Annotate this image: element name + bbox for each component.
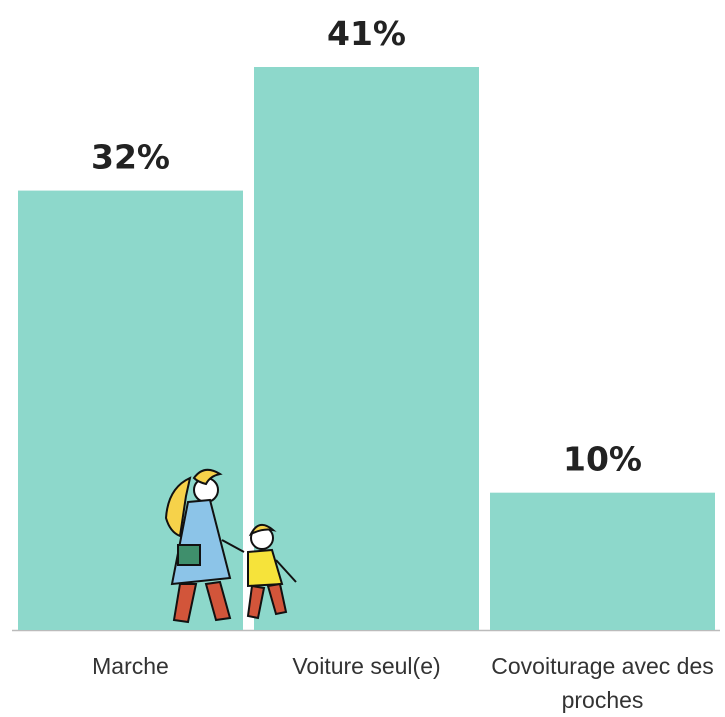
value-label: 32% (91, 138, 170, 177)
bar (490, 492, 715, 630)
bar (254, 67, 479, 630)
illustration (164, 468, 297, 624)
x-tick-label: Covoiturage avec des proches (491, 653, 714, 713)
x-tick-label: Marche (92, 653, 169, 679)
x-tick-label: Voiture seul(e) (292, 653, 441, 679)
value-label: 41% (327, 14, 406, 53)
value-label: 10% (563, 440, 642, 479)
